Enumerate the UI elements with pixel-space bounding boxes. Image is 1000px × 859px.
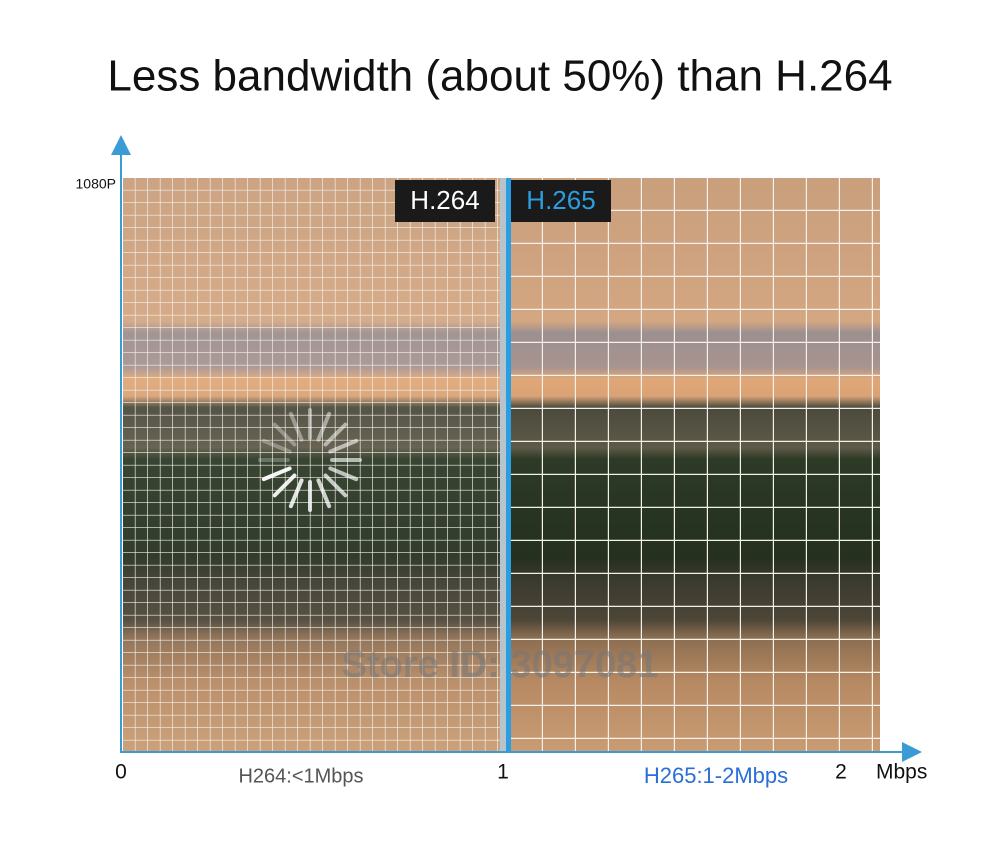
spinner-spoke [316,478,332,509]
spinner-spoke [323,422,348,447]
h264-bitrate: H264:<1Mbps [238,765,363,787]
x-axis-unit: Mbps [876,761,927,784]
divider-blue [506,178,511,752]
spinner-spoke [272,422,297,447]
spinner-spoke [261,438,292,454]
loading-spinner [258,408,362,512]
h265-label-box [511,180,611,222]
h264-label: H.264 [410,185,479,215]
y-axis-label: 1080P [76,176,116,192]
spinner-spoke [316,411,332,442]
x-tick-label: 0 [115,761,127,784]
h264-grid [123,178,503,752]
h265-bitrate: H265:1-2Mbps [644,763,788,788]
divider-grey [500,178,506,752]
title: Less bandwidth (about 50%) than H.264 [107,52,892,101]
watermark: Store ID: 3097081 [342,644,659,686]
spinner-spoke [272,473,297,498]
h265-grid [510,178,880,752]
spinner-spoke [328,466,359,482]
x-tick-label: 1 [497,761,509,784]
h264-label-box [395,180,495,222]
spinner-spoke [288,411,304,442]
h265-label: H.265 [526,185,595,215]
spinner-spoke [323,473,348,498]
spinner-spoke [328,438,359,454]
h264-blur [123,178,503,752]
x-tick-label: 2 [835,761,847,784]
spinner-spoke [261,466,292,482]
spinner-spoke [288,478,304,509]
